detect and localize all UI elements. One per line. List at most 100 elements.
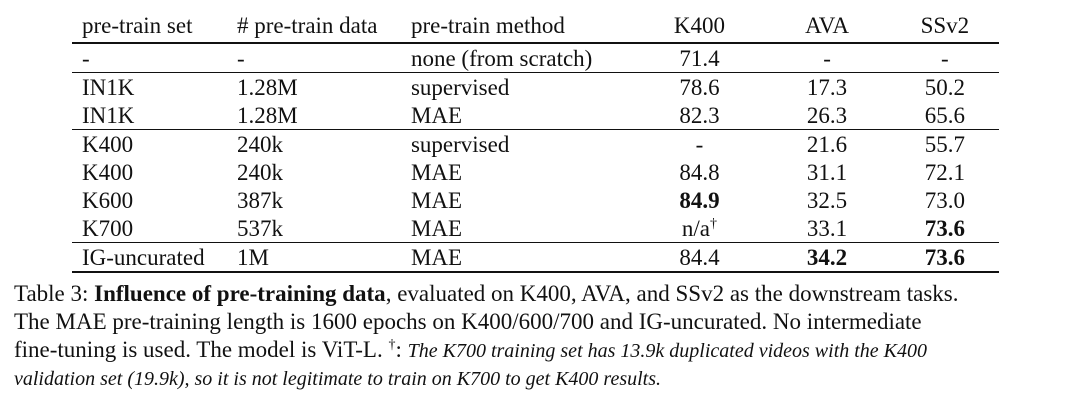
cell-pretrain-method: MAE	[411, 158, 636, 186]
cell-ava: 34.2	[763, 242, 891, 273]
cell-value: IN1K	[82, 74, 135, 100]
cell-k400: 71.4	[635, 42, 764, 73]
cell-value: K600	[82, 187, 134, 213]
cell-value: none (from scratch)	[410, 45, 593, 71]
cell-k400: n/a†	[636, 214, 764, 243]
cell-k400: 84.9	[636, 186, 764, 214]
cell-ssv2: 73.6	[891, 214, 999, 243]
cell-value: 26.3	[806, 102, 848, 128]
cell-value: -	[237, 45, 245, 71]
cell-ssv2: 73.0	[891, 186, 999, 214]
results-table: pre-train set # pre-train data pre-train…	[72, 8, 999, 273]
table-row: K700 537k MAE n/a† 33.1 73.6	[72, 214, 999, 243]
table-body: - - none (from scratch) 71.4 - - IN1K 1.28M supe…	[72, 42, 999, 273]
cell-value: supervised	[410, 74, 510, 100]
cell-ava: 17.3	[763, 72, 891, 101]
cell-value: MAE	[410, 244, 463, 270]
cell-value: 73.0	[924, 187, 965, 213]
table-row: IN1K 1.28M supervised 78.6 17.3 50.2	[72, 72, 999, 101]
cell-pretrain-data: 240k	[237, 158, 411, 186]
table-row: K600 387k MAE 84.9 32.5 73.0	[72, 186, 999, 214]
cell-value: -	[82, 45, 90, 71]
cell-value: IN1K	[82, 102, 135, 128]
cell-value: MAE	[410, 102, 463, 128]
cell-value: 65.6	[924, 102, 965, 128]
cell-ava: 33.1	[763, 214, 890, 243]
cell-value: 17.3	[806, 74, 848, 100]
cell-value: 84.9	[679, 187, 720, 213]
caption-label: Table 3:	[14, 281, 95, 306]
cell-ava: 21.6	[763, 129, 891, 158]
header-ssv2: SSv2	[920, 12, 970, 38]
caption-line1-rest: , evaluated on K400, AVA, and SSv2 as th…	[385, 281, 959, 306]
cell-value: K400	[82, 159, 134, 185]
cell-value: supervised	[410, 131, 510, 157]
cell-pretrain-data: 387k	[237, 186, 411, 214]
cell-value: -	[941, 45, 949, 71]
cell-pretrain-set: K400	[72, 158, 237, 186]
cell-ssv2: 72.1	[891, 158, 999, 186]
cell-value: -	[823, 45, 831, 71]
cell-value: IG-uncurated	[82, 244, 205, 270]
cell-pretrain-method: none (from scratch)	[410, 42, 636, 73]
table-header: pre-train set # pre-train data pre-train…	[72, 8, 999, 43]
cell-k400: 82.3	[636, 101, 764, 130]
caption-line-3: fine-tuning is used. The model is ViT-L.…	[14, 336, 1070, 365]
cell-value: 33.1	[806, 215, 848, 241]
cell-ssv2: 73.6	[890, 242, 999, 273]
cell-pretrain-method: MAE	[411, 214, 636, 243]
cell-ssv2: 65.6	[891, 101, 999, 130]
cell-value: 50.2	[924, 74, 965, 100]
caption-note-colon: :	[395, 337, 408, 362]
cell-value: 240k	[237, 131, 283, 157]
caption-lead: Influence of pre-training data	[94, 281, 386, 306]
table-row: K400 240k MAE 84.8 31.1 72.1	[72, 158, 999, 186]
cell-value: 84.4	[679, 244, 720, 270]
cell-value: 72.1	[924, 159, 965, 185]
cell-pretrain-set: IN1K	[72, 101, 237, 130]
caption-line-2: The MAE pre-training length is 1600 epoc…	[14, 309, 922, 334]
cell-pretrain-set: K700	[72, 214, 237, 243]
cell-value: 71.4	[679, 45, 720, 71]
cell-pretrain-set: IG-uncurated	[72, 242, 237, 273]
header-ava: AVA	[805, 12, 849, 38]
header-row: pre-train set # pre-train data pre-train…	[72, 8, 999, 43]
header-pretrain-set: pre-train set	[82, 12, 193, 38]
cell-value: -	[695, 131, 704, 157]
table-row: IN1K 1.28M MAE 82.3 26.3 65.6	[72, 101, 999, 130]
cell-ssv2: -	[890, 42, 999, 73]
cell-pretrain-method: MAE	[411, 186, 636, 214]
cell-pretrain-data: -	[237, 42, 411, 73]
cell-pretrain-data: 1M	[237, 242, 411, 273]
cell-k400: 78.6	[635, 72, 764, 101]
cell-value: 73.6	[924, 244, 965, 270]
cell-value: 82.3	[679, 102, 720, 128]
cell-ava: 26.3	[763, 101, 890, 130]
cell-value: K700	[82, 215, 134, 241]
cell-value: 84.8	[679, 159, 720, 185]
cell-pretrain-set: IN1K	[72, 72, 237, 101]
cell-value: MAE	[410, 159, 463, 185]
cell-value: 55.7	[924, 131, 965, 157]
caption-note-line1: The K700 training set has 13.9k duplicat…	[407, 340, 928, 362]
header-pretrain-method: pre-train method	[410, 12, 565, 38]
cell-ava: 31.1	[763, 158, 890, 186]
cell-pretrain-data: 240k	[237, 129, 411, 158]
cell-value: MAE	[410, 187, 463, 213]
cell-value: MAE	[410, 215, 463, 241]
cell-k400: 84.4	[635, 242, 764, 273]
dagger-mark: †	[710, 215, 718, 231]
cell-pretrain-data: 1.28M	[237, 101, 411, 130]
cell-value: 73.6	[924, 215, 965, 241]
table-row: - - none (from scratch) 71.4 - -	[72, 42, 999, 73]
cell-value: 34.2	[806, 244, 848, 270]
cell-pretrain-method: MAE	[410, 242, 636, 273]
cell-ssv2: 55.7	[890, 129, 999, 158]
cell-value: 1.28M	[237, 74, 298, 100]
cell-value: 1M	[237, 244, 269, 270]
cell-value: 21.6	[806, 131, 848, 157]
cell-ssv2: 50.2	[890, 72, 999, 101]
header-pretrain-data: # pre-train data	[237, 12, 378, 38]
cell-value: n/a	[681, 215, 711, 241]
